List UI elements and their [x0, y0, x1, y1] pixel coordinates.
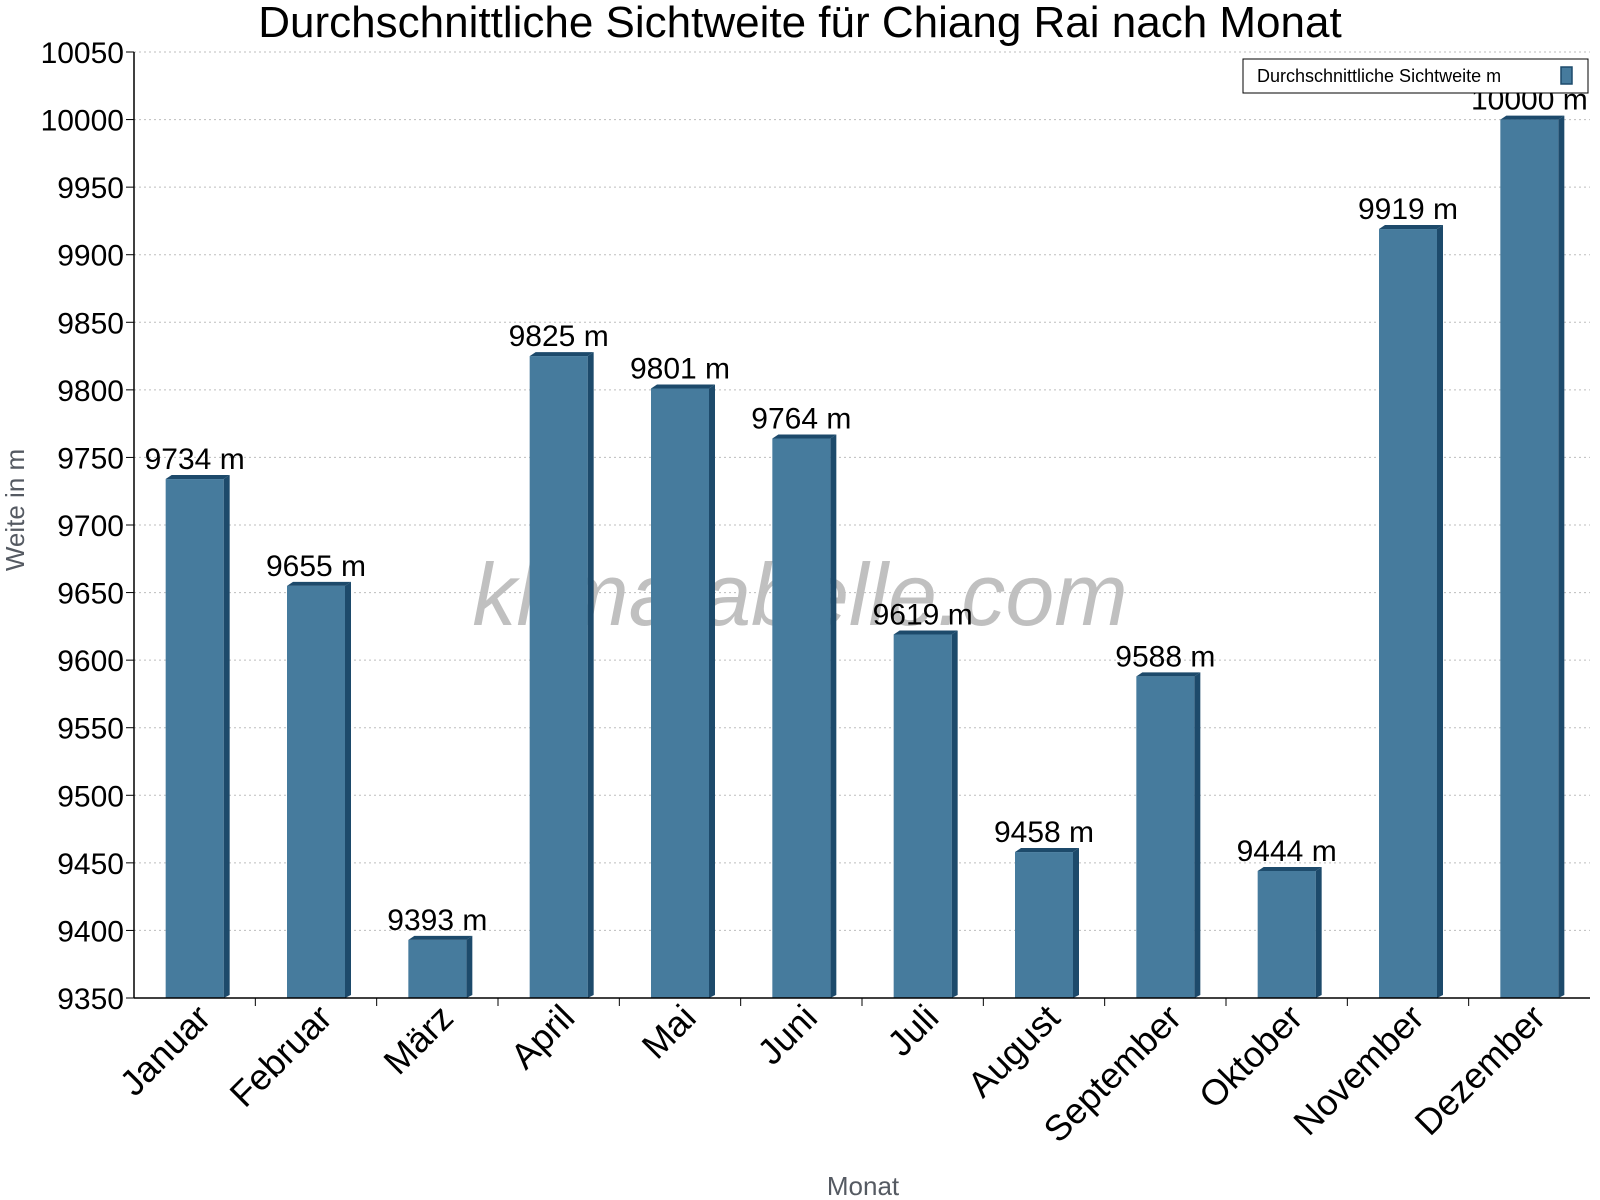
data-label: 9801 m: [630, 353, 730, 386]
x-tick-label: Dezember: [1407, 997, 1553, 1143]
bar-side: [587, 352, 594, 999]
y-tick-label: 10050: [41, 37, 124, 70]
bar-top: [287, 581, 351, 586]
bar-top: [408, 935, 473, 940]
data-label: 9919 m: [1358, 193, 1458, 226]
x-tick-label: Juli: [879, 997, 946, 1064]
bar-side: [1315, 866, 1322, 998]
y-tick-label: 9650: [57, 578, 124, 611]
bar-top: [1257, 866, 1322, 871]
data-label: 9764 m: [751, 403, 851, 436]
bar-side: [345, 581, 351, 998]
y-tick-label: 9800: [57, 375, 124, 408]
bars: [165, 115, 1565, 999]
y-tick-label: 10000: [41, 105, 124, 138]
x-tick-label: August: [959, 997, 1067, 1105]
bar-top: [165, 475, 230, 480]
y-tick-label: 9450: [57, 848, 124, 881]
y-axis-ticks: 9350 9400 9450 9500 9550 9600 9650 9700 9750 9800…: [41, 37, 134, 1016]
x-tick-label: Januar: [111, 997, 218, 1104]
legend: Durchschnittliche Sichtweite m: [1242, 58, 1589, 94]
data-label: 9734 m: [145, 443, 245, 476]
bar-side: [1558, 115, 1565, 999]
bar-top: [1379, 225, 1443, 230]
bar-side: [1073, 848, 1079, 998]
grid-lines: [134, 51, 1590, 931]
bar-august: [1015, 848, 1079, 998]
bar-front: [287, 585, 345, 998]
y-tick-label: 9850: [57, 307, 124, 340]
bar-side: [709, 384, 715, 998]
data-label: 9393 m: [387, 904, 487, 937]
bar-top: [893, 630, 958, 635]
bar-front: [651, 388, 709, 998]
bar-februar: [287, 581, 351, 998]
bar-juli: [893, 630, 958, 998]
x-tick-label: Februar: [222, 997, 340, 1115]
bar-oktober: [1257, 866, 1322, 998]
bar-side: [466, 935, 473, 998]
y-tick-label: 9550: [57, 713, 124, 746]
bar-top: [1136, 672, 1201, 677]
bar-front: [772, 438, 831, 999]
bar-side: [1437, 225, 1443, 999]
bar-top: [772, 434, 837, 439]
bar-januar: [165, 475, 230, 999]
bar-front: [408, 939, 467, 998]
x-axis-ticks: Januar Februar März April Mai Juni Juli AugustS…: [111, 997, 1553, 1151]
y-tick-label: 9900: [57, 240, 124, 273]
bar-front: [893, 634, 952, 998]
bar-side: [830, 434, 837, 999]
bar-front: [529, 356, 588, 999]
x-tick-label: April: [502, 997, 582, 1077]
chart-title: Durchschnittliche Sichtweite für Chiang …: [258, 0, 1341, 47]
data-label: 9825 m: [509, 320, 609, 353]
bar-dezember: [1500, 115, 1565, 999]
bar-front: [1500, 119, 1559, 999]
bar-märz: [408, 935, 473, 998]
x-tick-label: Mai: [634, 997, 704, 1067]
data-labels: 9734 m 9655 m 9393 m 9825 m 9801 m 9764 m 9619…: [145, 84, 1588, 937]
y-tick-label: 9600: [57, 645, 124, 678]
bar-april: [529, 352, 594, 999]
y-tick-label: 9700: [57, 510, 124, 543]
bar-top: [651, 384, 715, 389]
bar-front: [1257, 870, 1316, 998]
x-tick-label: November: [1285, 997, 1431, 1143]
legend-box: [1242, 58, 1589, 94]
legend-swatch: [1560, 66, 1573, 85]
y-tick-label: 9350: [57, 983, 124, 1016]
legend-entry-label: Durchschnittliche Sichtweite m: [1257, 66, 1501, 86]
bar-front: [1015, 852, 1073, 998]
bar-november: [1379, 225, 1443, 999]
x-axis-label: Monat: [827, 1171, 900, 1200]
bar-september: [1136, 672, 1201, 998]
bar-front: [1379, 229, 1437, 999]
y-tick-label: 9950: [57, 172, 124, 205]
data-label: 9458 m: [994, 816, 1094, 849]
x-tick-label: Oktober: [1191, 997, 1311, 1117]
bar-top: [1500, 115, 1565, 120]
bar-front: [165, 479, 224, 999]
bar-mai: [651, 384, 715, 998]
y-tick-label: 9400: [57, 915, 124, 948]
y-axis-label: Weite in m: [0, 449, 30, 571]
x-tick-label: Juni: [749, 997, 825, 1073]
data-label: 9619 m: [873, 598, 973, 631]
bar-side: [1194, 672, 1201, 998]
y-tick-label: 9750: [57, 442, 124, 475]
y-tick-label: 9500: [57, 780, 124, 813]
bar-side: [223, 475, 230, 999]
bar-front: [1136, 676, 1195, 998]
bar-juni: [772, 434, 837, 999]
bar-side: [951, 630, 958, 998]
bar-top: [529, 352, 594, 357]
x-tick-label: März: [375, 997, 461, 1083]
data-label: 9588 m: [1115, 640, 1215, 673]
bar-top: [1015, 848, 1079, 853]
data-label: 9444 m: [1237, 835, 1337, 868]
data-label: 9655 m: [266, 550, 366, 583]
